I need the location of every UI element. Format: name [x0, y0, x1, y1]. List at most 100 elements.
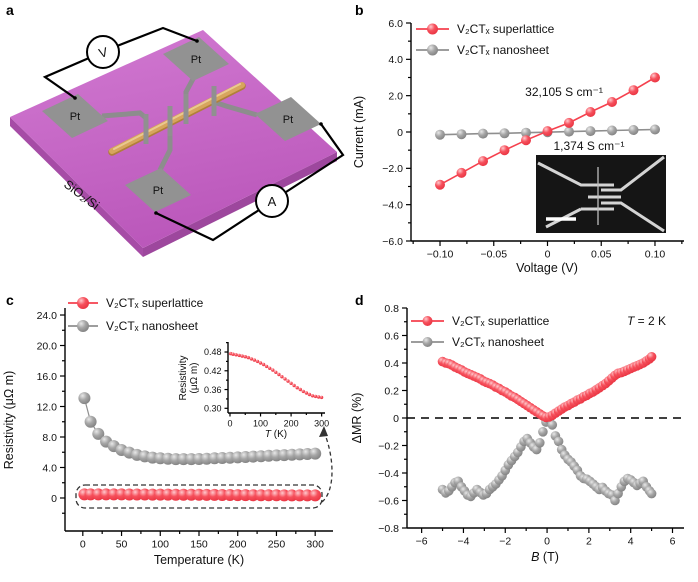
annotation-slope_lo: 1,374 S cm⁻¹ — [553, 139, 624, 153]
panel-b-iv-chart: −0.10 −0.05 0 0.05 0.10 6.0 4.0 2.0 0 −2.0 −4.0 −6.… — [352, 18, 684, 275]
tick-marks — [406, 22, 683, 246]
panel-a-device-schematic: SiO₂/Si Pt Pt — [10, 26, 345, 257]
ammeter-icon: A — [255, 184, 289, 218]
y-axis-label: (μΩ m) — [189, 362, 200, 393]
svg-text:−2.0: −2.0 — [382, 163, 403, 175]
tick-labels: 0 100 200 300 0.48 0.42 0.36 0.30 — [204, 347, 329, 428]
legend-label-nanosheet: V₂CTₓ nanosheet — [106, 319, 199, 333]
svg-text:4: 4 — [628, 536, 634, 548]
annotation-slope_hi: 32,105 S cm⁻¹ — [525, 85, 603, 99]
svg-text:250: 250 — [268, 539, 286, 551]
x-axis-label: B (T) — [531, 550, 559, 564]
pt-label-right: Pt — [283, 114, 293, 126]
pt-pad-labels: Pt Pt Pt Pt — [70, 54, 293, 197]
series-superlattice — [435, 72, 660, 190]
svg-text:−2: −2 — [499, 536, 511, 548]
chart-b: −0.10 −0.05 0 0.05 0.10 6.0 4.0 2.0 0 −2.0 −4.0 −6.… — [352, 18, 684, 275]
svg-text:0: 0 — [545, 249, 551, 261]
svg-text:300: 300 — [314, 419, 329, 429]
x-axis-label: T (K) — [265, 429, 287, 440]
series-nanosheet — [78, 392, 322, 466]
pt-label-top: Pt — [191, 54, 201, 66]
legend-label-nanosheet: V₂CTₓ nanosheet — [457, 43, 550, 57]
legend-label-nanosheet: V₂CTₓ nanosheet — [452, 335, 545, 349]
legend: V₂CTₓ superlattice V₂CTₓ nanosheet — [68, 296, 204, 333]
series-superlattice — [228, 351, 324, 400]
panel-c-resistivity-chart: 0 50 100 150 200 250 300 24.0 20.0 16.0 12.0 8.0 4.0… — [2, 296, 333, 567]
svg-text:0: 0 — [80, 539, 86, 551]
substrate-top-face — [10, 30, 337, 248]
svg-text:50: 50 — [116, 539, 128, 551]
svg-text:150: 150 — [190, 539, 208, 551]
contact-bars — [143, 86, 217, 144]
annotation-temp: T = 2 K — [627, 314, 666, 328]
svg-text:6.0: 6.0 — [388, 18, 403, 30]
svg-text:0: 0 — [544, 536, 550, 548]
svg-text:−0.05: −0.05 — [480, 249, 507, 261]
y-axis-label: ΔMR (%) — [350, 393, 364, 444]
svg-text:4.0: 4.0 — [388, 54, 403, 66]
svg-text:200: 200 — [229, 539, 247, 551]
y-axis-label: Resistivity — [178, 355, 189, 400]
svg-text:0.48: 0.48 — [204, 347, 222, 357]
legend-label-superlattice: V₂CTₓ superlattice — [106, 296, 204, 310]
svg-text:4.0: 4.0 — [42, 462, 57, 474]
tick-marks — [224, 342, 323, 417]
axes — [227, 342, 325, 414]
pt-pads — [42, 37, 321, 212]
chart-c: 0 50 100 150 200 250 300 24.0 20.0 16.0 12.0 8.0 4.0… — [2, 296, 333, 567]
tick-labels: −0.10 −0.05 0 0.05 0.10 6.0 4.0 2.0 0 −2.0 −4.0 −6.… — [382, 18, 665, 261]
panel-label-d: d — [355, 292, 364, 308]
svg-text:−6: −6 — [416, 536, 428, 548]
svg-text:0.05: 0.05 — [591, 249, 612, 261]
svg-text:0.42: 0.42 — [204, 366, 222, 376]
superlattice-highlight-box — [75, 484, 323, 509]
svg-text:0: 0 — [397, 127, 403, 139]
svg-text:−0.8: −0.8 — [378, 523, 399, 535]
legend-label-superlattice: V₂CTₓ superlattice — [452, 314, 550, 328]
tick-marks — [402, 307, 674, 533]
inset-pointer-arrow — [319, 426, 333, 503]
svg-text:300: 300 — [306, 539, 324, 551]
svg-text:0.2: 0.2 — [384, 385, 399, 397]
svg-text:−0.4: −0.4 — [378, 468, 399, 480]
svg-text:−0.6: −0.6 — [378, 495, 399, 507]
legend: V₂CTₓ superlattice V₂CTₓ nanosheet — [416, 22, 555, 57]
chart-c_inset: 0 100 200 300 0.48 0.42 0.36 0.30 T (K) Resistivi… — [178, 342, 329, 440]
svg-text:100: 100 — [253, 419, 268, 429]
svg-text:2: 2 — [586, 536, 592, 548]
svg-text:2.0: 2.0 — [388, 90, 403, 102]
svg-text:12.0: 12.0 — [37, 401, 58, 413]
pt-label-bottom: Pt — [153, 185, 163, 197]
svg-text:0: 0 — [227, 419, 232, 429]
chart-d: −6 −4 −2 0 2 4 6 0.8 0.6 0.4 0.2 0 −0.2 −0.4 −0.6 −0.8 B… — [350, 303, 684, 564]
svg-text:0.10: 0.10 — [645, 249, 666, 261]
svg-text:20.0: 20.0 — [37, 340, 58, 352]
panel-label-b: b — [355, 2, 364, 18]
series-nanosheet — [437, 414, 657, 506]
tick-labels: 0 50 100 150 200 250 300 24.0 20.0 16.0 12.0 8.0 4.0… — [37, 310, 325, 551]
wire-junction-dots — [73, 39, 323, 215]
pt-label-left: Pt — [70, 111, 80, 123]
svg-text:−6.0: −6.0 — [382, 236, 403, 248]
series-superlattice — [78, 488, 322, 502]
tick-labels: −6 −4 −2 0 2 4 6 0.8 0.6 0.4 0.2 0 −0.2 −0.4 −0.6 −0.8 — [378, 303, 675, 548]
tick-marks — [60, 314, 316, 536]
svg-text:0: 0 — [393, 413, 399, 425]
voltmeter-icon: V — [86, 35, 120, 69]
svg-text:0.6: 0.6 — [384, 330, 399, 342]
legend: V₂CTₓ superlattice V₂CTₓ nanosheet — [411, 314, 550, 349]
svg-text:200: 200 — [284, 419, 299, 429]
svg-text:0.36: 0.36 — [204, 385, 222, 395]
voltmeter-label: V — [97, 44, 110, 61]
panel-d-magnetoresistance-chart: −6 −4 −2 0 2 4 6 0.8 0.6 0.4 0.2 0 −0.2 −0.4 −0.6 −0.8 B… — [350, 303, 684, 564]
svg-text:0.8: 0.8 — [384, 303, 399, 315]
series-superlattice — [437, 352, 657, 423]
ammeter-label: A — [268, 194, 277, 209]
y-axis-label: Resistivity (μΩ m) — [2, 371, 16, 470]
substrate-side-left — [10, 117, 143, 257]
svg-text:0.4: 0.4 — [384, 358, 399, 370]
svg-text:0.30: 0.30 — [204, 404, 222, 414]
legend-label-superlattice: V₂CTₓ superlattice — [457, 22, 555, 36]
svg-text:−4: −4 — [457, 536, 469, 548]
